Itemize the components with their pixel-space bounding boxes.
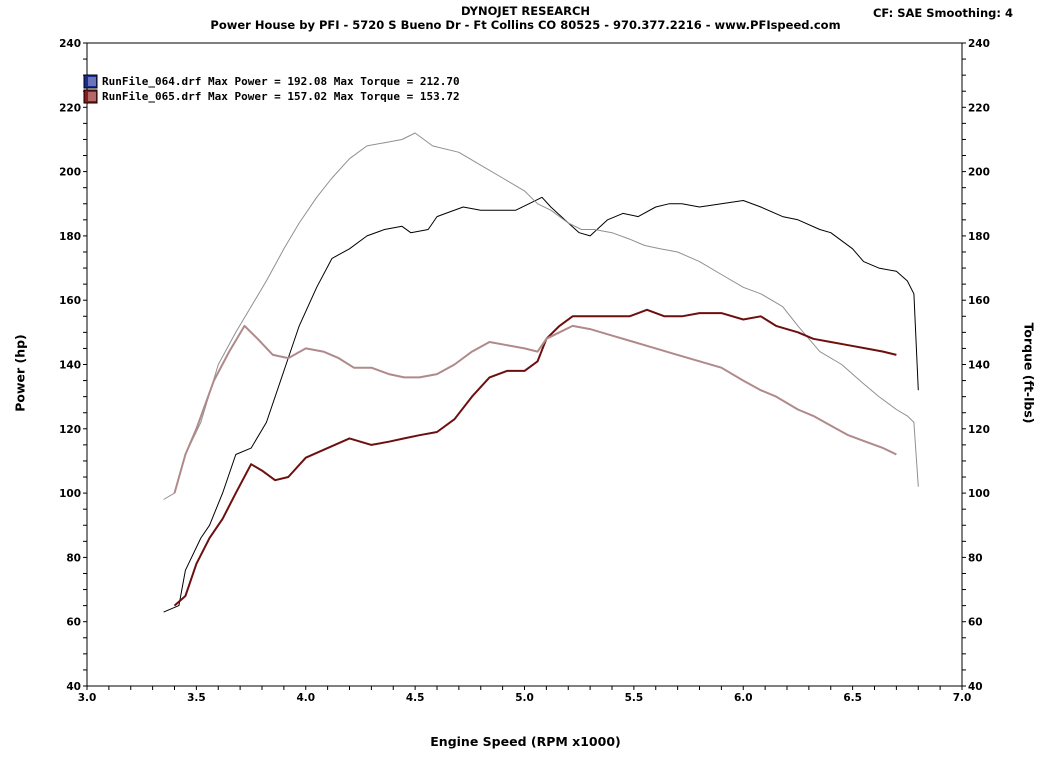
y2-tick-label: 60 (968, 617, 983, 629)
legend-swatch-highlight (88, 92, 96, 101)
y2-axis-title: Torque (ft-lbs) (1021, 322, 1037, 424)
chart-subtitle: Power House by PFI - 5720 S Bueno Dr - F… (210, 18, 841, 32)
y2-tick-label: 40 (968, 681, 983, 693)
series-lines (163, 132, 919, 613)
y-tick-label: 100 (59, 488, 81, 500)
y-tick-label: 180 (59, 231, 81, 243)
legend-entry: RunFile_064.drf Max Power = 192.08 Max T… (102, 75, 460, 88)
y-tick-label: 60 (66, 617, 81, 629)
y-tick-label: 120 (59, 424, 81, 436)
x-tick-label: 4.5 (406, 692, 425, 704)
y2-tick-label: 80 (968, 552, 983, 564)
y2-tick-label: 100 (968, 488, 990, 500)
y2-tick-label: 120 (968, 424, 990, 436)
x-tick-label: 4.0 (296, 692, 315, 704)
y2-tick-label: 200 (968, 167, 990, 179)
series-line-3 (173, 308, 897, 607)
y2-tick-label: 180 (968, 231, 990, 243)
y2-tick-label: 160 (968, 295, 990, 307)
y-tick-label: 80 (66, 552, 81, 564)
legend-entry: RunFile_065.drf Max Power = 157.02 Max T… (102, 90, 460, 103)
x-tick-label: 6.5 (843, 692, 862, 704)
x-tick-label: 5.5 (625, 692, 644, 704)
x-tick-label: 5.0 (515, 692, 534, 704)
y-axis-title: Power (hp) (12, 334, 28, 412)
series-line-2 (163, 132, 919, 500)
legend-swatch (83, 74, 98, 89)
x-tick-label: 7.0 (953, 692, 972, 704)
x-axis-title: Engine Speed (RPM x1000) (430, 734, 621, 749)
legend: RunFile_064.drf Max Power = 192.08 Max T… (83, 74, 460, 104)
legend-swatch-highlight (88, 77, 96, 86)
y-tick-label: 160 (59, 295, 81, 307)
x-tick-label: 3.0 (78, 692, 97, 704)
y-tick-label: 200 (59, 167, 81, 179)
plot-frame (86, 42, 963, 687)
y-tick-label: 140 (59, 360, 81, 372)
y-tick-label: 40 (66, 681, 81, 693)
y2-tick-label: 220 (968, 102, 990, 114)
y-tick-label: 220 (59, 102, 81, 114)
correction-factor-label: CF: SAE Smoothing: 4 (872, 6, 1013, 20)
y2-tick-label: 240 (968, 38, 990, 50)
series-line-4 (173, 324, 897, 494)
series-line-1 (163, 196, 919, 613)
y-tick-label: 240 (59, 38, 81, 50)
x-tick-label: 3.5 (187, 692, 206, 704)
chart-title: DYNOJET RESEARCH (460, 4, 591, 18)
x-tick-label: 6.0 (734, 692, 753, 704)
y2-tick-label: 140 (968, 360, 990, 372)
legend-swatch (83, 89, 98, 104)
